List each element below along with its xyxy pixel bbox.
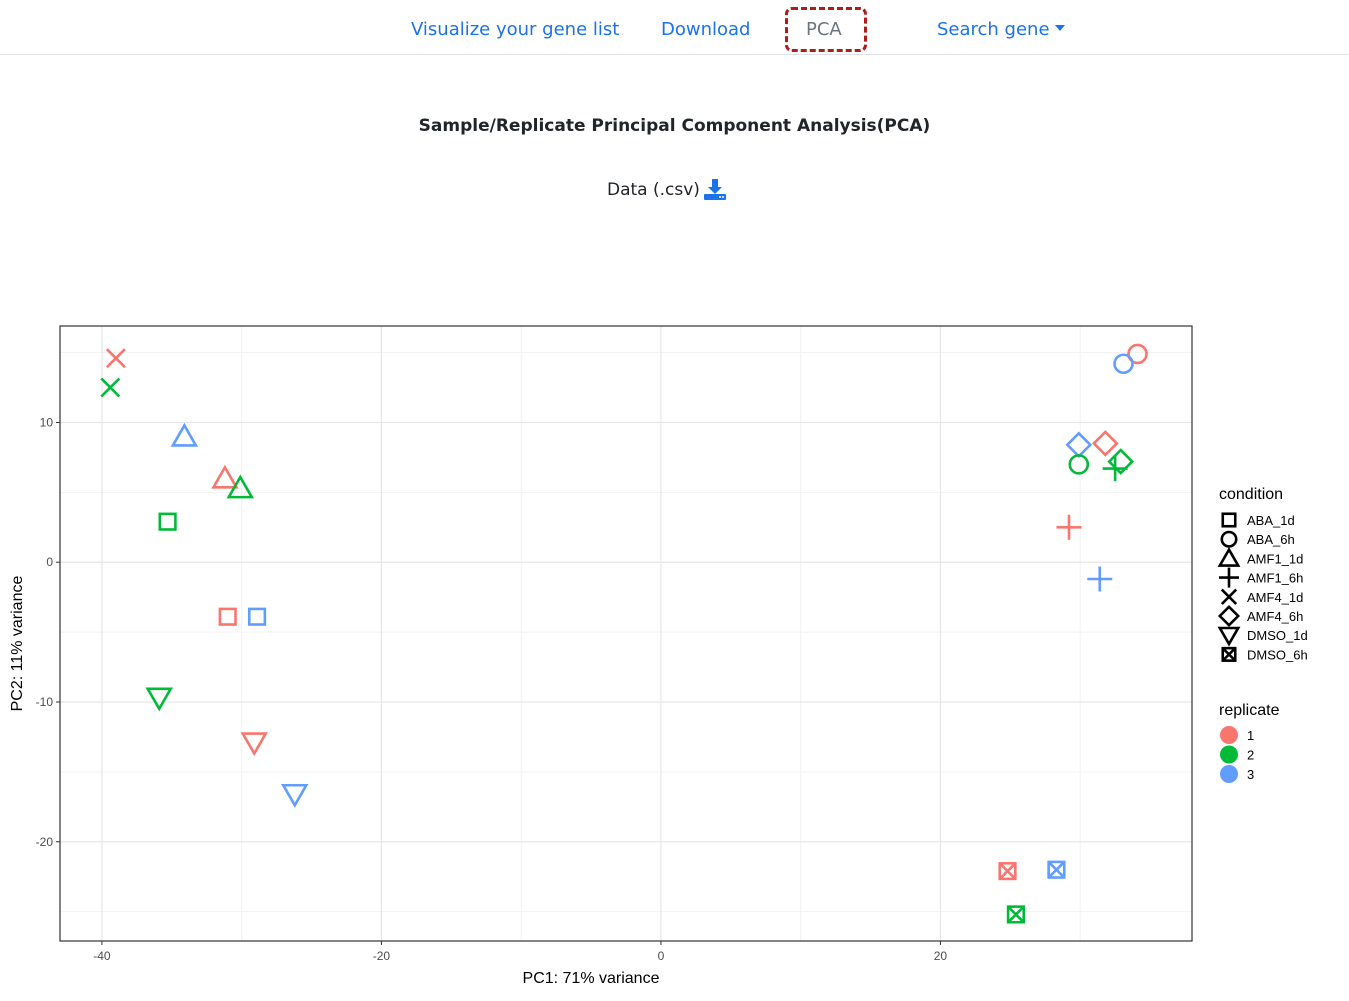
legend-condition-label: AMF1_1d: [1247, 551, 1303, 566]
y-tick-label: -10: [36, 695, 54, 709]
legend-condition-key: [1221, 646, 1237, 662]
legend-condition-key: [1217, 626, 1241, 647]
legend-condition-label: DMSO_1d: [1247, 628, 1308, 643]
data-point: [1127, 343, 1148, 365]
data-point: [211, 464, 239, 489]
x-tick-label: -40: [93, 949, 111, 963]
download-icon[interactable]: [703, 177, 727, 201]
page-title: Sample/Replicate Principal Component Ana…: [418, 116, 931, 136]
data-point: [145, 687, 173, 712]
legend-condition-label: AMF4_6h: [1247, 609, 1303, 624]
x-tick-label: 20: [934, 949, 948, 963]
plot-panel: [60, 326, 1192, 941]
data-point: [240, 732, 269, 757]
data-point: [1047, 860, 1066, 879]
pca-chart: -40 -20 0 20 -20 -10 0 10 PC1: 71% variance PC2: …: [9, 325, 1308, 987]
nav-search-gene-dropdown[interactable]: Search gene: [937, 19, 1065, 40]
legend-condition-key: [1220, 588, 1238, 605]
y-tick-label: 0: [46, 555, 53, 569]
y-axis-label: PC2: 11% variance: [9, 576, 26, 712]
y-tick-label: -20: [36, 835, 54, 849]
legend-condition-key: [1217, 546, 1241, 567]
legend-condition-label: AMF1_6h: [1247, 571, 1303, 586]
nav-search-gene-label: Search gene: [937, 19, 1050, 40]
legend-condition-key: [1219, 567, 1239, 588]
data-point: [105, 348, 126, 369]
csv-label: Data (.csv): [607, 180, 700, 200]
data-point: [1102, 456, 1128, 482]
top-navbar: Visualize your gene list Download PCA Se…: [0, 0, 1349, 55]
plot-border: [59, 325, 1193, 942]
data-point: [1006, 905, 1026, 924]
legend-condition-label: AMF4_1d: [1247, 590, 1303, 605]
legend-replicate-key: [1220, 765, 1238, 783]
data-point: [1092, 430, 1119, 457]
data-point: [998, 862, 1017, 881]
data-point: [247, 607, 267, 626]
data-point: [218, 607, 237, 626]
active-tab-highlight: [785, 7, 867, 52]
y-tick-label: 10: [40, 415, 54, 429]
legend-condition-key: [1220, 530, 1238, 548]
legend-replicate-label: 2: [1247, 748, 1254, 763]
legend-condition-label: ABA_1d: [1247, 513, 1295, 528]
legend-condition-title: condition: [1219, 486, 1283, 503]
data-point: [158, 512, 177, 531]
data-point: [281, 783, 309, 808]
legend-replicate-label: 3: [1247, 767, 1254, 782]
legend-replicate-title: replicate: [1219, 702, 1280, 719]
legend-replicate-key: [1220, 726, 1238, 744]
data-point: [1087, 566, 1113, 592]
legend-replicate-key: [1220, 745, 1238, 764]
legend-condition-key: [1217, 604, 1241, 628]
legend-condition-label: ABA_6h: [1247, 532, 1295, 547]
data-point: [226, 474, 255, 499]
data-point: [1113, 353, 1134, 375]
nav-download[interactable]: Download: [661, 19, 751, 40]
x-tick-label: -20: [373, 949, 391, 963]
legend-condition-key: [1221, 512, 1237, 528]
data-point: [170, 422, 199, 447]
legend-replicate-label: 1: [1247, 728, 1254, 743]
nav-pca[interactable]: PCA: [806, 19, 842, 40]
nav-visualize-gene-list[interactable]: Visualize your gene list: [411, 19, 620, 40]
data-point: [1107, 448, 1135, 475]
data-point: [1068, 454, 1090, 475]
data-point: [100, 377, 121, 398]
x-axis-label: PC1: 71% variance: [523, 970, 660, 987]
caret-down-icon: [1054, 25, 1065, 31]
x-tick-label: 0: [658, 949, 665, 963]
legend-condition-label: DMSO_6h: [1247, 647, 1308, 662]
data-point: [1056, 514, 1082, 540]
